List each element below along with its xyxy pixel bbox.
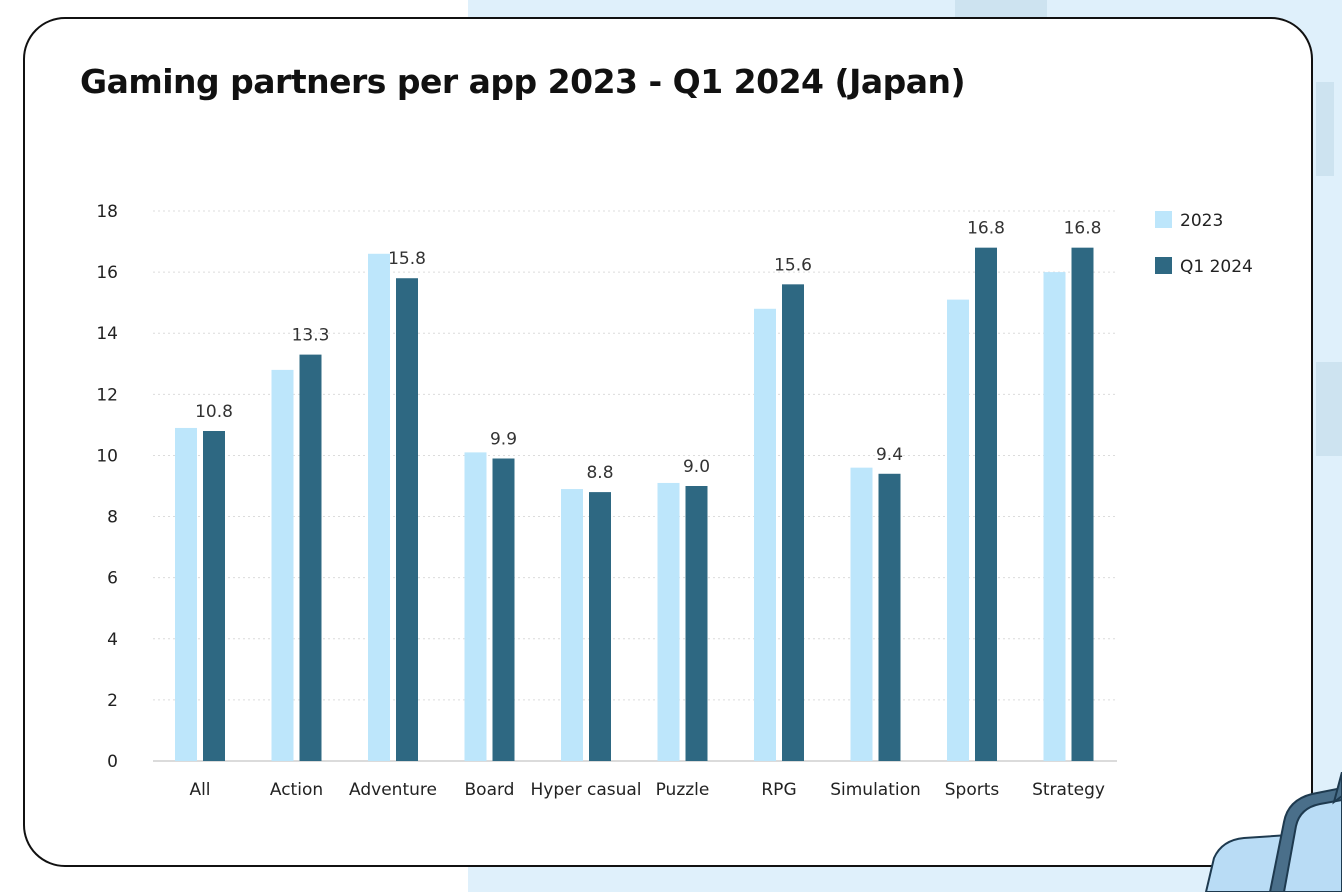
bar-q1-2024: [396, 278, 418, 761]
bar-2023: [754, 308, 776, 761]
data-label: 10.8: [195, 402, 233, 422]
bar-q1-2024: [685, 486, 708, 761]
bar-q1-2024: [975, 247, 997, 761]
data-label: 9.9: [490, 430, 517, 450]
x-tick-label: Action: [270, 780, 323, 800]
y-tick-label: 18: [96, 202, 118, 222]
data-label: 13.3: [292, 326, 330, 346]
bar-2023: [947, 299, 969, 761]
bar-2023: [175, 427, 197, 761]
bar-2023: [561, 489, 583, 761]
decorative-shape-icon: [1204, 772, 1342, 892]
x-tick-label: Puzzle: [656, 780, 710, 800]
bar-q1-2024: [1071, 247, 1094, 761]
data-label: 16.8: [1064, 219, 1102, 239]
x-tick-label: All: [189, 780, 210, 800]
legend-label: 2023: [1180, 211, 1223, 231]
bar-q1-2024: [203, 431, 225, 761]
x-tick-label: Sports: [945, 780, 1000, 800]
y-tick-label: 12: [96, 385, 118, 405]
background-block: [955, 0, 1047, 18]
bar-2023: [657, 482, 680, 761]
legend-swatch: [1155, 257, 1172, 274]
bar-q1-2024: [299, 354, 322, 761]
data-label: 9.0: [683, 457, 710, 477]
x-tick-label: RPG: [761, 780, 796, 800]
bar-2023: [464, 452, 487, 761]
legend-label: Q1 2024: [1180, 257, 1253, 277]
data-label: 8.8: [586, 463, 613, 483]
y-tick-label: 4: [107, 630, 118, 650]
bar-2023: [1043, 272, 1066, 761]
bar-2023: [850, 467, 873, 761]
y-tick-label: 8: [107, 508, 118, 528]
bar-q1-2024: [589, 492, 611, 761]
legend-swatch: [1155, 211, 1172, 228]
data-label: 9.4: [876, 445, 903, 465]
x-tick-label: Board: [465, 780, 515, 800]
bar-q1-2024: [878, 473, 901, 761]
x-tick-label: Strategy: [1032, 780, 1105, 800]
y-tick-label: 6: [107, 569, 118, 589]
x-tick-label: Hyper casual: [530, 780, 641, 800]
y-tick-label: 16: [96, 263, 118, 283]
chart-title: Gaming partners per app 2023 - Q1 2024 (…: [80, 62, 966, 101]
y-tick-label: 10: [96, 446, 118, 466]
background-block: [1316, 82, 1334, 176]
bar-2023: [271, 369, 294, 761]
data-label: 15.8: [388, 249, 426, 269]
bar-q1-2024: [492, 458, 515, 761]
background-block: [1316, 362, 1342, 456]
x-tick-label: Adventure: [349, 780, 437, 800]
data-label: 16.8: [967, 219, 1005, 239]
y-tick-label: 14: [96, 324, 118, 344]
y-tick-label: 2: [107, 691, 118, 711]
x-tick-label: Simulation: [830, 780, 921, 800]
bar-q1-2024: [782, 284, 804, 761]
y-tick-label: 0: [107, 752, 118, 772]
data-label: 15.6: [774, 255, 812, 275]
bar-2023: [368, 253, 390, 761]
